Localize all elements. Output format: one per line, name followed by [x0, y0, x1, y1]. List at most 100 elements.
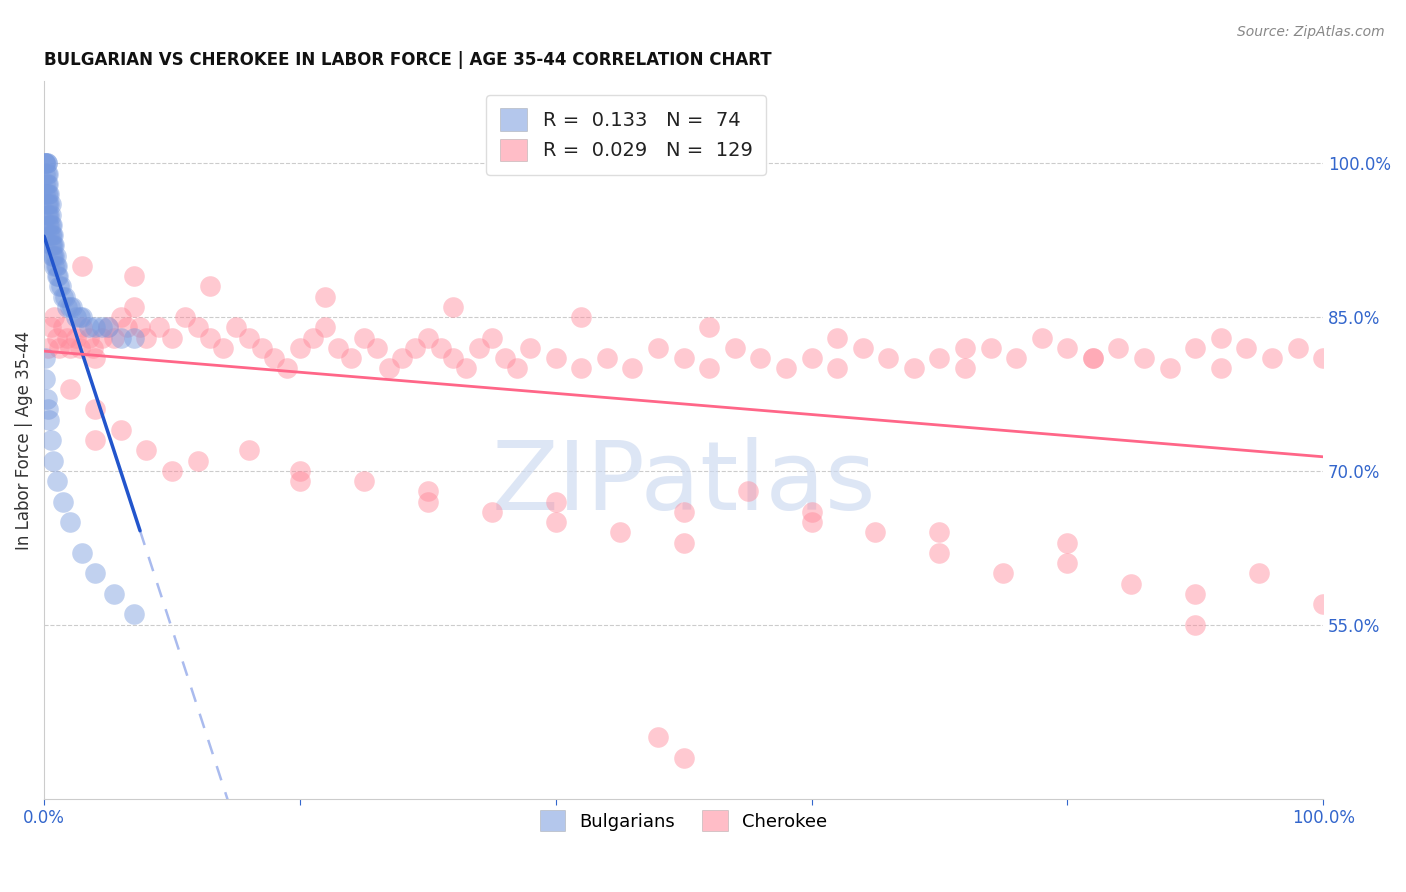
Point — [429, 341, 451, 355]
Point — [416, 484, 439, 499]
Point — [544, 515, 567, 529]
Point — [37, 402, 59, 417]
Point — [173, 310, 195, 324]
Point — [69, 310, 91, 324]
Point — [865, 525, 887, 540]
Point — [1031, 330, 1053, 344]
Point — [569, 361, 592, 376]
Point — [44, 238, 66, 252]
Point — [72, 546, 94, 560]
Point — [1209, 330, 1232, 344]
Point — [34, 371, 56, 385]
Point — [315, 290, 337, 304]
Point — [56, 300, 79, 314]
Point — [34, 156, 56, 170]
Point — [672, 351, 695, 365]
Point — [90, 330, 112, 344]
Point — [288, 341, 311, 355]
Point — [42, 228, 65, 243]
Point — [160, 464, 183, 478]
Point — [38, 412, 60, 426]
Point — [187, 453, 209, 467]
Point — [84, 320, 107, 334]
Point — [1056, 556, 1078, 570]
Point — [697, 320, 720, 334]
Point — [928, 351, 950, 365]
Point — [825, 361, 848, 376]
Point — [1234, 341, 1257, 355]
Point — [544, 351, 567, 365]
Point — [737, 484, 759, 499]
Point — [84, 402, 107, 417]
Point — [42, 249, 65, 263]
Point — [953, 361, 976, 376]
Point — [37, 197, 59, 211]
Point — [441, 351, 464, 365]
Point — [1081, 351, 1104, 365]
Point — [90, 320, 112, 334]
Point — [45, 249, 67, 263]
Point — [1056, 341, 1078, 355]
Point — [544, 494, 567, 508]
Point — [1312, 597, 1334, 611]
Point — [37, 167, 59, 181]
Point — [35, 197, 58, 211]
Point — [69, 341, 91, 355]
Point — [276, 361, 298, 376]
Point — [1209, 361, 1232, 376]
Legend: Bulgarians, Cherokee: Bulgarians, Cherokee — [527, 797, 839, 844]
Point — [697, 361, 720, 376]
Point — [353, 474, 375, 488]
Point — [45, 474, 67, 488]
Point — [122, 300, 145, 314]
Point — [456, 361, 478, 376]
Point — [609, 525, 631, 540]
Point — [77, 330, 100, 344]
Point — [238, 330, 260, 344]
Point — [45, 259, 67, 273]
Point — [34, 156, 56, 170]
Point — [122, 269, 145, 284]
Point — [41, 238, 63, 252]
Point — [404, 341, 426, 355]
Point — [1133, 351, 1156, 365]
Point — [148, 320, 170, 334]
Point — [103, 330, 125, 344]
Point — [110, 423, 132, 437]
Point — [41, 249, 63, 263]
Point — [129, 320, 152, 334]
Point — [35, 167, 58, 181]
Point — [103, 587, 125, 601]
Point — [672, 751, 695, 765]
Point — [110, 310, 132, 324]
Point — [52, 494, 75, 508]
Point — [263, 351, 285, 365]
Point — [37, 177, 59, 191]
Point — [481, 330, 503, 344]
Point — [160, 330, 183, 344]
Point — [37, 208, 59, 222]
Point — [39, 208, 62, 222]
Point — [724, 341, 747, 355]
Point — [44, 259, 66, 273]
Point — [672, 505, 695, 519]
Point — [72, 320, 94, 334]
Point — [37, 187, 59, 202]
Point — [596, 351, 619, 365]
Point — [340, 351, 363, 365]
Point — [212, 341, 235, 355]
Point — [84, 351, 107, 365]
Point — [800, 351, 823, 365]
Point — [1121, 576, 1143, 591]
Text: BULGARIAN VS CHEROKEE IN LABOR FORCE | AGE 35-44 CORRELATION CHART: BULGARIAN VS CHEROKEE IN LABOR FORCE | A… — [44, 51, 772, 69]
Point — [569, 310, 592, 324]
Point — [38, 228, 60, 243]
Point — [48, 279, 70, 293]
Point — [494, 351, 516, 365]
Point — [34, 177, 56, 191]
Point — [506, 361, 529, 376]
Point — [65, 310, 87, 324]
Point — [42, 238, 65, 252]
Point — [53, 290, 76, 304]
Y-axis label: In Labor Force | Age 35-44: In Labor Force | Age 35-44 — [15, 331, 32, 549]
